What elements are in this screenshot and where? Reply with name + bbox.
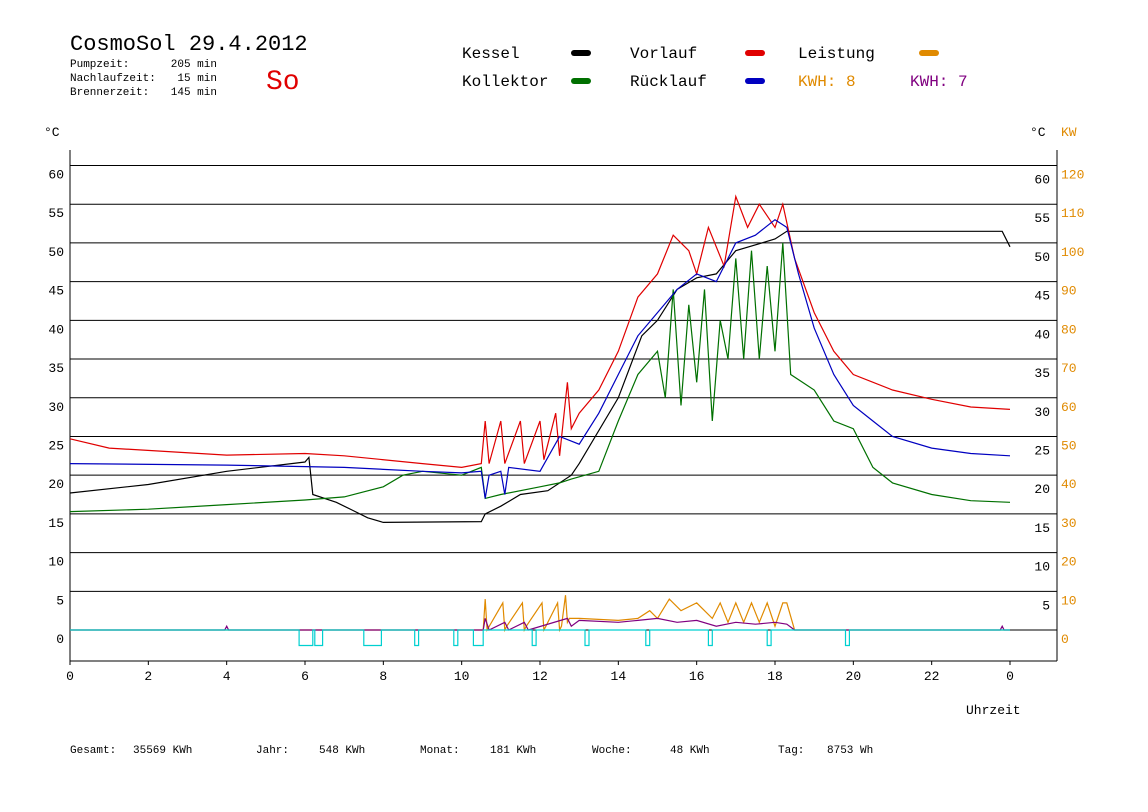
y-tick-label: 50 — [48, 245, 64, 260]
x-tick-label: 0 — [66, 669, 74, 684]
series-line — [70, 617, 1010, 631]
legend-label: Rücklauf — [630, 73, 707, 91]
info-label: Brennerzeit: — [70, 87, 149, 99]
legend-label: Leistung — [798, 45, 875, 63]
footer-value: 48 KWh — [670, 745, 710, 757]
x-tick-label: 0 — [1006, 669, 1014, 684]
x-tick-label: 20 — [846, 669, 862, 684]
series-line — [69, 218, 1011, 499]
y2-tick-label: 120 — [1061, 167, 1084, 182]
footer-value: 8753 Wh — [827, 745, 873, 757]
y2-tick-label: 80 — [1061, 322, 1077, 337]
footer-value: 35569 KWh — [133, 745, 192, 757]
y-tick-label: 0 — [56, 632, 64, 647]
info-label: Nachlaufzeit: — [70, 73, 156, 85]
info-value: 205 min — [171, 59, 217, 71]
y2-tick-label: 60 — [1061, 400, 1077, 415]
x-tick-label: 8 — [379, 669, 387, 684]
y2-tick-label: 90 — [1061, 284, 1077, 299]
y-tick-label-right: 45 — [1034, 289, 1050, 304]
y-tick-label-right: 20 — [1034, 482, 1050, 497]
y-tick-label-right: 40 — [1034, 327, 1050, 342]
y2-tick-label: 70 — [1061, 361, 1077, 376]
series-line — [70, 595, 1010, 633]
y-tick-label: 45 — [48, 284, 64, 299]
y2-axis-label: KW — [1061, 125, 1077, 140]
y-tick-label: 60 — [48, 167, 64, 182]
x-tick-label: 12 — [532, 669, 548, 684]
annotation: KWH: 7 — [910, 73, 968, 91]
info-value: 15 min — [177, 73, 217, 85]
footer-label: Gesamt: — [70, 745, 116, 757]
footer-label: Woche: — [592, 745, 632, 757]
y-tick-label-right: 15 — [1034, 521, 1050, 536]
y-tick-label-right: 60 — [1034, 172, 1050, 187]
footer-label: Tag: — [778, 745, 804, 757]
x-tick-label: 2 — [144, 669, 152, 684]
y2-tick-label: 20 — [1061, 555, 1077, 570]
y-tick-label-right: 35 — [1034, 366, 1050, 381]
y-tick-label-right: 5 — [1042, 598, 1050, 613]
y2-tick-label: 100 — [1061, 245, 1084, 260]
x-tick-label: 22 — [924, 669, 940, 684]
footer-value: 548 KWh — [319, 745, 365, 757]
y2-tick-label: 50 — [1061, 438, 1077, 453]
y-axis-label-right: °C — [1030, 125, 1046, 140]
y-tick-label: 25 — [48, 438, 64, 453]
y-tick-label: 20 — [48, 477, 64, 492]
x-tick-label: 4 — [223, 669, 231, 684]
y-tick-label: 55 — [48, 206, 64, 221]
footer-label: Monat: — [420, 745, 460, 757]
y-tick-label: 35 — [48, 361, 64, 376]
y-tick-label: 15 — [48, 516, 64, 531]
legend-label: Vorlauf — [630, 45, 697, 63]
x-tick-label: 6 — [301, 669, 309, 684]
x-tick-label: 16 — [689, 669, 705, 684]
y-tick-label: 40 — [48, 322, 64, 337]
legend-label: Kollektor — [462, 73, 548, 91]
x-tick-label: 18 — [767, 669, 783, 684]
info-value: 145 min — [171, 87, 217, 99]
series-line — [69, 230, 1011, 524]
y-tick-label: 30 — [48, 400, 64, 415]
day-label: So — [266, 67, 300, 98]
annotation: KWH: 8 — [798, 73, 856, 91]
series-line — [69, 194, 1011, 469]
y-tick-label-right: 30 — [1034, 405, 1050, 420]
footer-label: Jahr: — [256, 745, 289, 757]
y-tick-label-right: 55 — [1034, 211, 1050, 226]
x-tick-label: 10 — [454, 669, 470, 684]
y-tick-label: 5 — [56, 593, 64, 608]
y2-tick-label: 40 — [1061, 477, 1077, 492]
y-tick-label-right: 50 — [1034, 250, 1050, 265]
y2-tick-label: 10 — [1061, 593, 1077, 608]
y-tick-label-right: 10 — [1034, 560, 1050, 575]
footer-value: 181 KWh — [490, 745, 536, 757]
y-axis-label: °C — [44, 125, 60, 140]
info-label: Pumpzeit: — [70, 59, 129, 71]
y-tick-label: 10 — [48, 555, 64, 570]
y2-tick-label: 110 — [1061, 206, 1084, 221]
y-tick-label-right: 25 — [1034, 443, 1050, 458]
x-tick-label: 14 — [611, 669, 627, 684]
legend-label: Kessel — [462, 45, 520, 63]
y2-tick-label: 0 — [1061, 632, 1069, 647]
x-axis-label: Uhrzeit — [966, 703, 1021, 718]
series-line — [70, 629, 1010, 647]
y2-tick-label: 30 — [1061, 516, 1077, 531]
chart-title: CosmoSol 29.4.2012 — [70, 32, 308, 57]
